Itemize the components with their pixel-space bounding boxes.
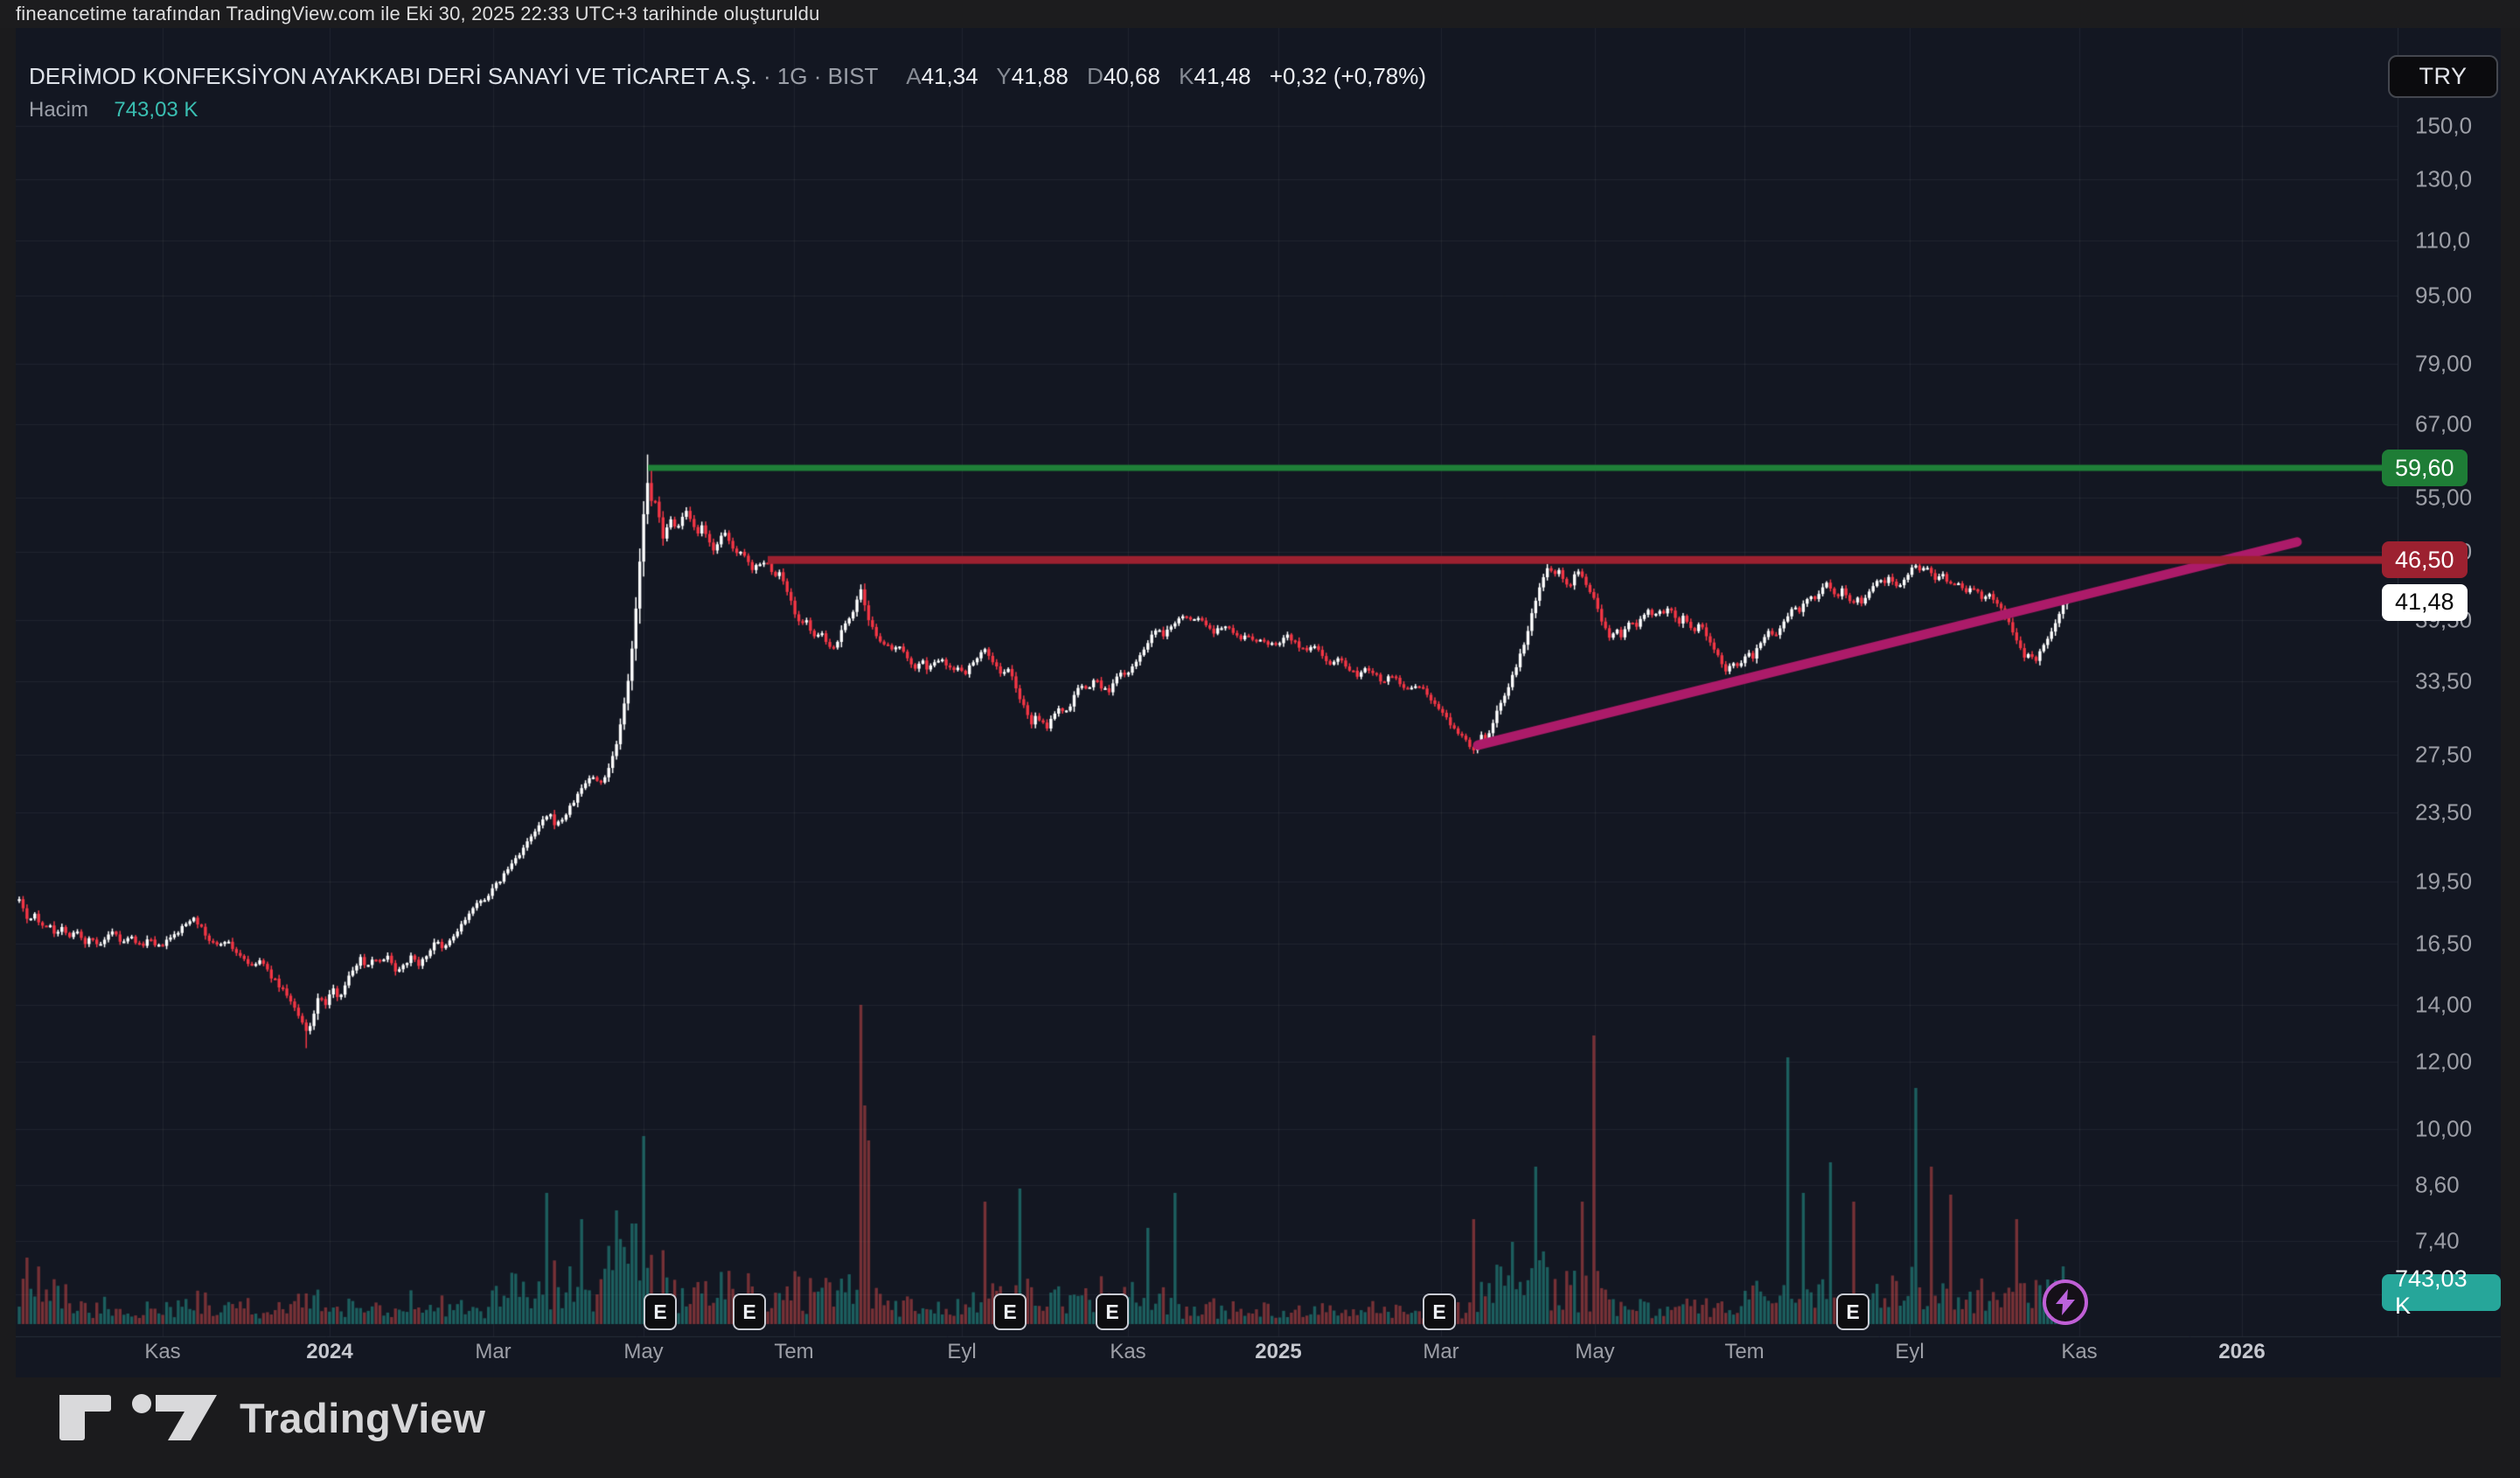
time-tick-Kas: Kas	[1110, 1340, 1146, 1363]
price-tick-95,00: 95,00	[2415, 282, 2473, 309]
time-tick-2024: 2024	[306, 1340, 353, 1363]
high-value: 41,88	[1011, 63, 1069, 89]
price-tick-55,00: 55,00	[2415, 484, 2473, 511]
price-tick-8,60: 8,60	[2415, 1171, 2460, 1198]
time-tick-Tem: Tem	[1724, 1340, 1765, 1363]
earnings-badge[interactable]: E	[1423, 1293, 1456, 1330]
separator: ·	[762, 63, 777, 89]
realtime-flash-icon[interactable]	[2043, 1279, 2088, 1325]
price-tick-23,50: 23,50	[2415, 798, 2473, 826]
price-tick-12,00: 12,00	[2415, 1048, 2473, 1075]
time-tick-May: May	[623, 1340, 664, 1363]
volume-label: Hacim	[29, 98, 89, 122]
price-tick-110,0: 110,0	[2415, 227, 2471, 254]
price-tick-79,00: 79,00	[2415, 350, 2473, 377]
open-value: 41,34	[921, 63, 978, 89]
attribution-bar: fineancetime tarafından TradingView.com …	[0, 0, 2520, 28]
price-tick-7,40: 7,40	[2415, 1227, 2460, 1254]
open-label: A	[906, 63, 922, 89]
time-axis[interactable]	[16, 1336, 2398, 1377]
volume-value-chip: 743,03 K	[2382, 1265, 2501, 1319]
time-tick-Kas: Kas	[144, 1340, 181, 1363]
price-tick-19,50: 19,50	[2415, 868, 2473, 895]
close-label: K	[1179, 63, 1194, 89]
chart-widget[interactable]: DERİMOD KONFEKSİYON AYAKKABI DERİ SANAYİ…	[16, 28, 2501, 1377]
volume-row: Hacim 743,03 K	[29, 96, 1426, 124]
level-resistance-chip: 46,50	[2382, 541, 2468, 579]
change-value: +0,32 (+0,78%)	[1269, 63, 1427, 89]
earnings-badge[interactable]: E	[1096, 1293, 1129, 1330]
volume-current-value: 743,03 K	[114, 98, 198, 122]
price-tick-67,00: 67,00	[2415, 410, 2473, 437]
interval-label[interactable]: 1G	[776, 63, 808, 89]
earnings-badge[interactable]: E	[644, 1293, 677, 1330]
tradingview-logo[interactable]: TradingView	[58, 1393, 486, 1442]
time-tick-Eyl: Eyl	[947, 1340, 977, 1363]
currency-try-button[interactable]: TRY	[2388, 55, 2498, 98]
tradingview-logo-icon	[59, 1394, 217, 1440]
time-tick-Mar: Mar	[475, 1340, 512, 1363]
last-price-chip: 41,48	[2382, 583, 2468, 621]
brand-bar: TradingView	[0, 1377, 2520, 1478]
time-tick-Tem: Tem	[774, 1340, 814, 1363]
time-tick-Eyl: Eyl	[1895, 1340, 1925, 1363]
earnings-badge[interactable]: E	[733, 1293, 766, 1330]
price-tick-130,0: 130,0	[2415, 165, 2473, 192]
symbol-title[interactable]: DERİMOD KONFEKSİYON AYAKKABI DERİ SANAYİ…	[29, 63, 757, 89]
exchange-label: BIST	[827, 63, 879, 89]
lightning-bolt-icon	[2056, 1289, 2075, 1315]
price-tick-16,50: 16,50	[2415, 930, 2473, 957]
tradingview-logo-text: TradingView	[240, 1394, 486, 1441]
price-tick-150,0: 150,0	[2415, 112, 2473, 139]
price-tick-33,50: 33,50	[2415, 667, 2473, 694]
time-tick-May: May	[1575, 1340, 1615, 1363]
high-label: Y	[996, 63, 1012, 89]
attribution-text: fineancetime tarafından TradingView.com …	[16, 3, 820, 24]
symbol-header-row: DERİMOD KONFEKSİYON AYAKKABI DERİ SANAYİ…	[29, 61, 1426, 91]
low-label: D	[1087, 63, 1103, 89]
low-value: 40,68	[1103, 63, 1160, 89]
price-chart-canvas[interactable]	[16, 28, 2501, 1377]
time-tick-Kas: Kas	[2061, 1340, 2098, 1363]
price-axis[interactable]: 150,0130,0110,095,0079,0067,0055,0047,50…	[2398, 28, 2501, 1336]
time-tick-2025: 2025	[1255, 1340, 1302, 1363]
time-tick-Mar: Mar	[1423, 1340, 1459, 1363]
price-tick-10,00: 10,00	[2415, 1115, 2473, 1142]
chart-legend: DERİMOD KONFEKSİYON AYAKKABI DERİ SANAYİ…	[29, 61, 1426, 124]
price-tick-27,50: 27,50	[2415, 741, 2473, 768]
level-high-chip: 59,60	[2382, 450, 2468, 487]
price-tick-14,00: 14,00	[2415, 991, 2473, 1018]
earnings-badge[interactable]: E	[1836, 1293, 1869, 1330]
separator: ·	[807, 63, 828, 89]
close-value: 41,48	[1194, 63, 1251, 89]
earnings-badge[interactable]: E	[993, 1293, 1027, 1330]
time-tick-2026: 2026	[2218, 1340, 2266, 1363]
